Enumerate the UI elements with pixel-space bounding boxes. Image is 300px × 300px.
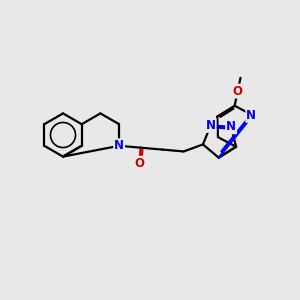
Text: O: O xyxy=(233,85,243,98)
Text: N: N xyxy=(226,120,236,133)
Text: O: O xyxy=(134,157,144,170)
Text: N: N xyxy=(114,139,124,152)
Text: N: N xyxy=(246,109,256,122)
Text: N: N xyxy=(206,119,216,132)
